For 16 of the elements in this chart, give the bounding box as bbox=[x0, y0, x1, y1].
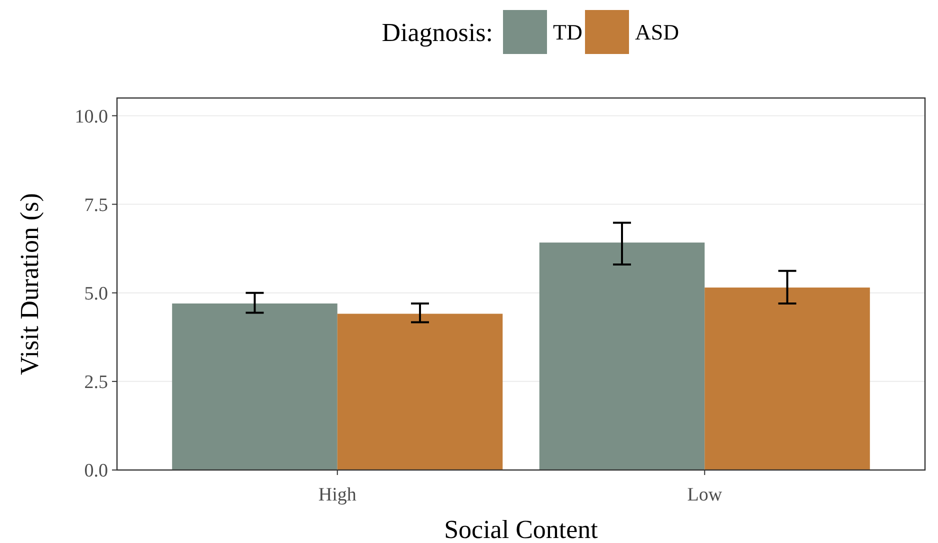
bar bbox=[704, 288, 870, 470]
x-tick-label: High bbox=[318, 484, 357, 506]
legend-label: ASD bbox=[635, 20, 680, 45]
x-tick-label: Low bbox=[687, 484, 722, 506]
y-tick-label: 5.0 bbox=[84, 284, 108, 305]
bar bbox=[539, 242, 705, 470]
y-tick-label: 10.0 bbox=[74, 106, 108, 128]
bar bbox=[172, 303, 338, 470]
bar bbox=[337, 314, 503, 470]
legend-label: TD bbox=[553, 20, 582, 45]
y-tick-label: 0.0 bbox=[84, 460, 108, 482]
y-tick-label: 7.5 bbox=[84, 194, 108, 216]
y-axis-title: Visit Duration (s) bbox=[15, 193, 44, 375]
y-tick-label: 2.5 bbox=[84, 372, 108, 394]
legend-title: Diagnosis: bbox=[382, 18, 493, 48]
x-axis-title: Social Content bbox=[444, 515, 599, 543]
